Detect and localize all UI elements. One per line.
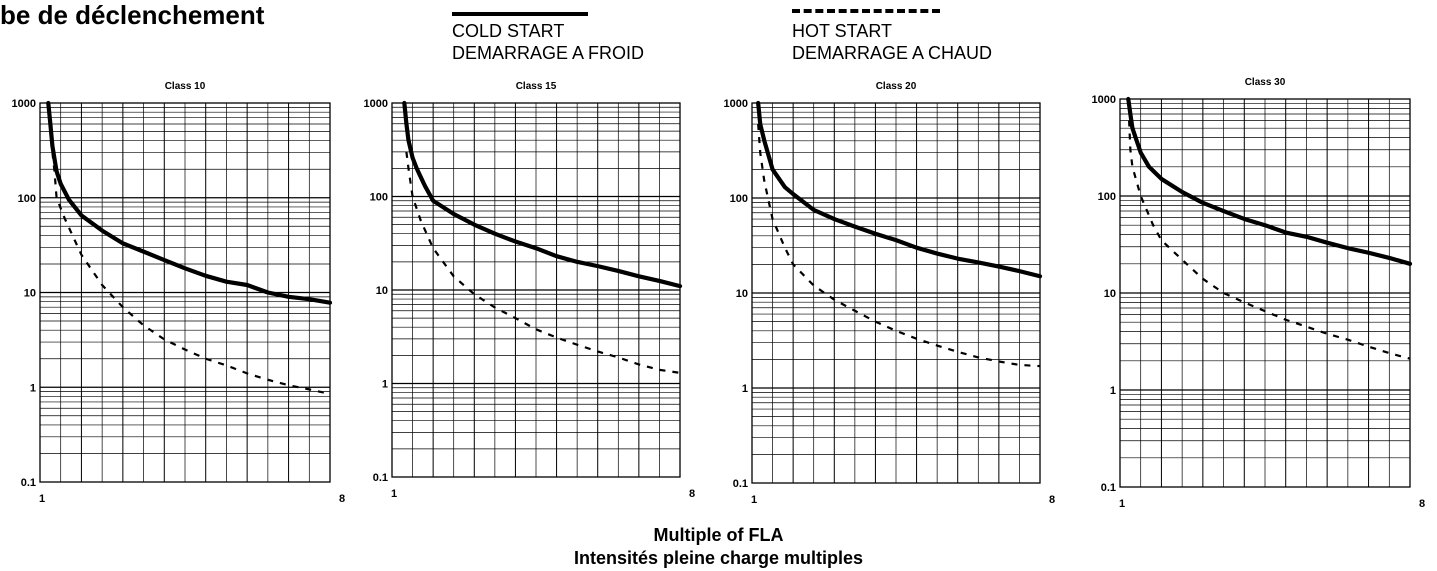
cold-start-curve	[402, 100, 683, 289]
cold-start-curve	[756, 100, 1043, 279]
hot-start-curve	[1128, 120, 1411, 360]
chart-title: Class 30	[1245, 77, 1286, 88]
x-tick-label: 1	[39, 493, 45, 505]
y-tick-label: 1	[382, 379, 388, 391]
plot-frame	[391, 102, 681, 478]
y-tick-label: 10	[736, 288, 748, 300]
y-tick-label: 0.1	[21, 477, 36, 489]
y-tick-label: 0.1	[373, 472, 388, 484]
x-tick-label: 8	[1419, 498, 1425, 510]
hot-start-legend-label: HOT START	[792, 21, 893, 41]
chart-title: Class 15	[516, 81, 557, 92]
y-tick-label: 1	[30, 382, 36, 394]
y-tick-label: 1	[1110, 385, 1116, 397]
hot-start-legend-swatch	[792, 9, 940, 13]
y-tick-label: 1000	[1092, 94, 1116, 106]
chart-title: Class 20	[876, 81, 917, 92]
x-tick-label: 8	[1049, 494, 1055, 506]
y-tick-label: 1000	[12, 98, 36, 110]
y-tick-label: 100	[370, 192, 388, 204]
hot-start-legend-label-fr: DEMARRAGE A CHAUD	[792, 43, 993, 63]
x-tick-label: 8	[689, 488, 695, 500]
y-tick-label: 0.1	[733, 478, 748, 490]
cold-start-curve	[1126, 96, 1413, 266]
plot-frame	[39, 102, 331, 483]
y-tick-label: 0.1	[1101, 482, 1116, 494]
x-tick-label: 1	[1119, 498, 1125, 510]
cold-start-legend-swatch	[452, 12, 588, 16]
y-tick-label: 1000	[364, 98, 388, 110]
y-tick-label: 100	[18, 193, 36, 205]
x-axis-label: Multiple of FLA	[653, 525, 784, 545]
x-tick-label: 1	[391, 488, 397, 500]
y-tick-label: 10	[1104, 288, 1116, 300]
plot-frame	[751, 102, 1041, 484]
x-tick-label: 1	[751, 494, 757, 506]
cold-start-curve	[46, 100, 333, 305]
hot-start-curve	[405, 151, 681, 374]
x-tick-label: 8	[339, 493, 345, 505]
x-axis-label-fr: Intensités pleine charge multiples	[573, 548, 864, 568]
y-tick-label: 100	[1098, 191, 1116, 203]
y-tick-label: 1000	[724, 98, 748, 110]
plot-frame	[1119, 98, 1411, 488]
hot-start-curve	[757, 124, 1041, 368]
y-tick-label: 10	[376, 285, 388, 297]
y-tick-label: 1	[742, 383, 748, 395]
cold-start-legend-label: COLD START	[452, 21, 565, 41]
y-tick-label: 100	[730, 193, 748, 205]
chart-title: Class 10	[165, 81, 206, 92]
y-tick-label: 10	[24, 288, 36, 300]
page-title: be de déclenchement	[0, 0, 265, 30]
cold-start-legend-label-fr: DEMARRAGE A FROID	[452, 43, 645, 63]
